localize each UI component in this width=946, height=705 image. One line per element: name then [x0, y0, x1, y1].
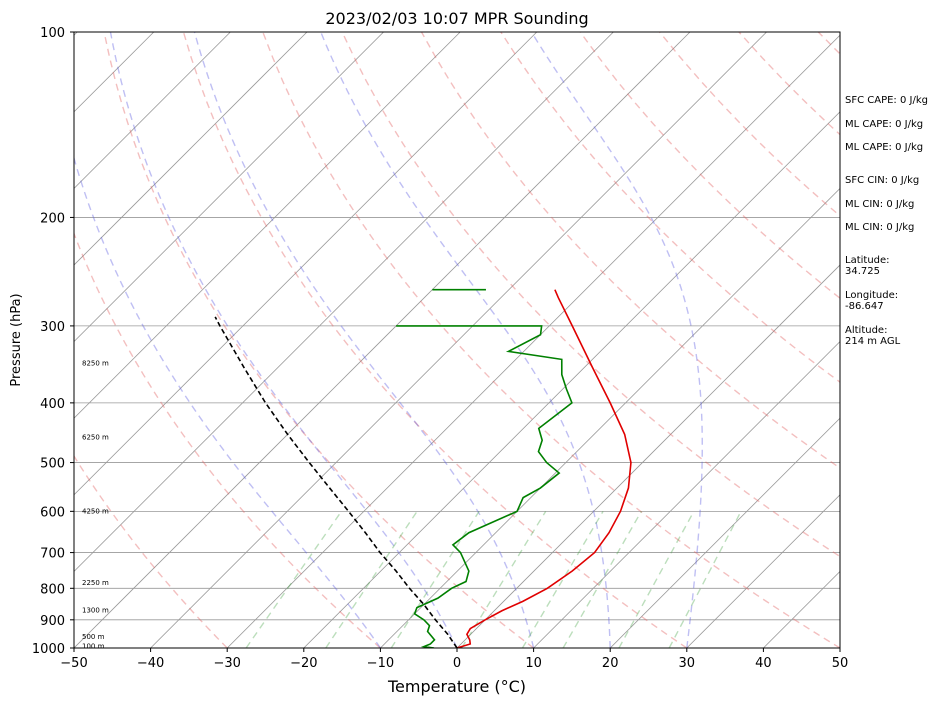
- temperature-line: [456, 289, 632, 648]
- y-tick-label: 400: [40, 397, 65, 412]
- ml-cape-text: ML CAPE: 0 J/kg: [845, 119, 924, 130]
- dry-adiabat: [74, 454, 228, 648]
- height-labels: 100 m 500 m 1300 m 2250 m 4250 m 6250 m 8250 m: [82, 359, 109, 650]
- longitude-text: Longitude: -86.647: [845, 290, 899, 312]
- altitude-text: Altitude: 214 m AGL: [845, 325, 901, 347]
- height-label: 4250 m: [82, 507, 109, 515]
- isotherm-line: [150, 32, 767, 648]
- dry-adiabat: [500, 32, 840, 383]
- moist-adiabat: [109, 32, 458, 648]
- x-tick-label: −40: [137, 656, 164, 671]
- chart-title: 2023/02/03 10:07 MPR Sounding: [325, 9, 588, 28]
- sounding-series: [214, 288, 632, 648]
- x-tick-label: 20: [602, 656, 619, 671]
- ml-cin-text: ML CIN: 0 J/kg: [845, 199, 915, 210]
- dry-adiabat: [262, 32, 840, 648]
- parcel-line: [214, 316, 458, 648]
- isotherm-line: [74, 32, 308, 266]
- mixing-ratio-line: [325, 510, 418, 648]
- isotherm-line: [74, 32, 538, 496]
- dry-adiabat: [74, 231, 381, 648]
- sfc-cape-text: SFC CAPE: 0 J/kg: [845, 95, 928, 106]
- x-tick-label: 50: [832, 656, 849, 671]
- y-tick-label: 1000: [32, 642, 65, 657]
- mixing-ratio-line: [562, 510, 642, 648]
- dry-adiabat: [182, 32, 688, 648]
- sfc-cin-text: SFC CIN: 0 J/kg: [845, 175, 920, 186]
- isotherm-line: [609, 417, 840, 648]
- height-label: 2250 m: [82, 579, 109, 587]
- y-tick-label: 100: [40, 26, 65, 41]
- x-tick-label: −50: [60, 656, 87, 671]
- x-tick-label: −20: [290, 656, 317, 671]
- plot-frame: [73, 31, 841, 649]
- isotherm-line: [74, 32, 384, 343]
- dry-adiabat: [341, 32, 840, 558]
- mixing-ratio-line: [521, 510, 604, 648]
- ml-cape-text-2: ML CAPE: 0 J/kg: [845, 142, 924, 153]
- dewpoint-line: [396, 325, 573, 648]
- isotherm-line: [686, 494, 840, 648]
- x-tick-label: 30: [679, 656, 696, 671]
- mixing-ratio-line: [245, 510, 342, 648]
- y-tick-label: 900: [40, 614, 65, 629]
- x-tick-label: 10: [525, 656, 542, 671]
- mixing-ratio-line: [461, 510, 547, 648]
- y-tick-label: 300: [40, 320, 65, 335]
- moist-adiabat: [74, 155, 381, 648]
- moist-adiabat: [530, 32, 703, 648]
- y-tick-label: 500: [40, 457, 65, 472]
- height-label: 500 m: [82, 633, 105, 641]
- mixing-ratio-line: [668, 511, 742, 648]
- mixing-ratio-line: [618, 511, 695, 648]
- isotherm-line: [74, 32, 231, 189]
- y-axis: 100 200 300 400 500 600 700 800 900 1000: [32, 26, 74, 657]
- isotherm-line: [380, 187, 840, 648]
- height-label: 8250 m: [82, 359, 109, 367]
- isotherm-line: [533, 341, 840, 648]
- height-label: 6250 m: [82, 433, 109, 441]
- isotherm-line: [0, 32, 1, 648]
- isotherm-line: [456, 264, 840, 648]
- y-tick-label: 200: [40, 211, 65, 226]
- isotherm-line: [74, 32, 614, 572]
- y-tick-label: 600: [40, 505, 65, 520]
- isotherm-line: [226, 34, 840, 648]
- height-label: 100 m: [82, 643, 105, 651]
- isotherm-line: [303, 111, 840, 648]
- moist-adiabat: [193, 32, 535, 648]
- x-axis-label: Temperature (°C): [387, 677, 526, 696]
- height-label: 1300 m: [82, 607, 109, 615]
- y-tick-label: 800: [40, 582, 65, 597]
- background-lines: [0, 32, 840, 648]
- dry-adiabat: [103, 32, 535, 648]
- isotherm-line: [74, 32, 691, 648]
- x-tick-label: −10: [367, 656, 394, 671]
- latitude-text: Latitude: 34.725: [845, 255, 890, 277]
- x-tick-label: 0: [453, 656, 461, 671]
- x-tick-label: −30: [213, 656, 240, 671]
- mixing-ratio-line: [390, 510, 480, 648]
- isotherm-line: [74, 32, 461, 419]
- moist-adiabat: [320, 32, 611, 648]
- ml-cin-text-2: ML CIN: 0 J/kg: [845, 222, 915, 233]
- y-tick-label: 700: [40, 547, 65, 562]
- x-tick-label: 40: [755, 656, 772, 671]
- y-axis-label: Pressure (hPa): [9, 293, 24, 386]
- x-axis: −50 −40 −30 −20 −10 0 10 20 30 40 50: [60, 648, 848, 671]
